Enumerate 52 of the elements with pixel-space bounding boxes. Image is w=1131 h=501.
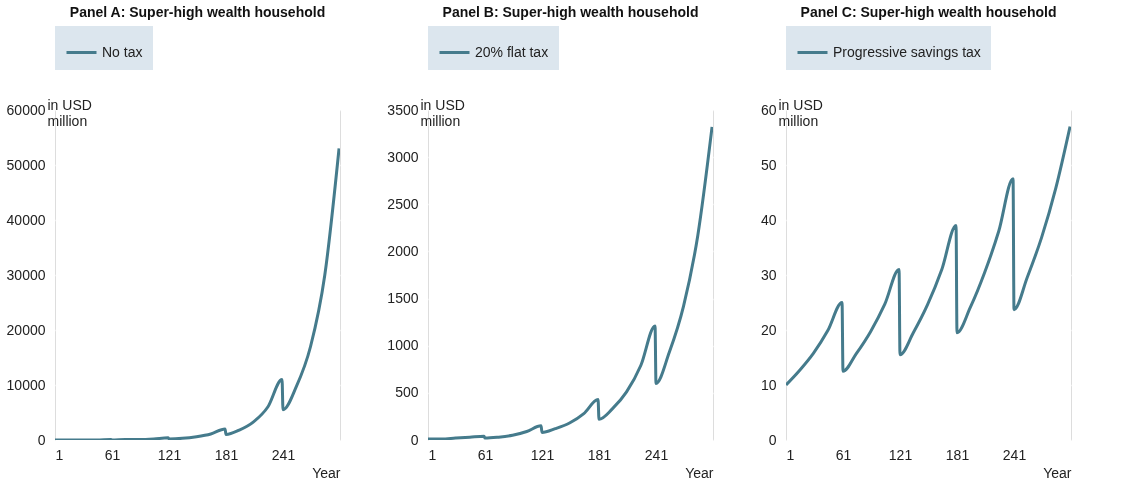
y-axis-title: in USD million <box>47 96 92 129</box>
x-axis-title: Year <box>685 464 714 481</box>
y-tick-label: 2500 <box>387 195 419 212</box>
y-tick-label: 20 <box>760 321 777 338</box>
y-tick-label: 20000 <box>6 321 46 338</box>
y-tick-label: 2000 <box>387 242 419 259</box>
x-axis-title: Year <box>1043 464 1072 481</box>
x-tick-label: 241 <box>271 446 296 463</box>
line-series <box>428 125 713 440</box>
chart-title: Panel C: Super-high wealth household <box>800 4 1057 20</box>
x-tick-label: 241 <box>1002 446 1027 463</box>
y-tick-label: 3000 <box>387 148 419 165</box>
y-axis-title: in USD million <box>420 96 465 129</box>
y-tick-label: 30000 <box>6 266 46 283</box>
y-tick-label: 40 <box>760 211 777 228</box>
x-tick-label: 1 <box>428 446 437 463</box>
x-tick-label: 121 <box>530 446 555 463</box>
y-tick-label: 30 <box>760 266 777 283</box>
legend-label: No tax <box>102 43 143 60</box>
x-tick-label: 181 <box>587 446 612 463</box>
y-tick-label: 1000 <box>387 337 419 354</box>
y-tick-label: 50 <box>760 156 777 173</box>
y-tick-label: 3500 <box>387 101 419 118</box>
x-tick-label: 1 <box>786 446 795 463</box>
y-tick-label: 10000 <box>6 376 46 393</box>
y-tick-label: 50000 <box>6 156 46 173</box>
x-tick-label: 121 <box>888 446 913 463</box>
chart-title: Panel B: Super-high wealth household <box>442 4 699 20</box>
y-tick-label: 0 <box>37 431 46 448</box>
x-tick-label: 61 <box>477 446 494 463</box>
x-tick-label: 181 <box>214 446 239 463</box>
y-tick-label: 60 <box>760 101 777 118</box>
chart-title: Panel A: Super-high wealth household <box>69 4 326 20</box>
line-series <box>786 125 1071 387</box>
y-tick-label: 1500 <box>387 290 419 307</box>
x-tick-label: 241 <box>644 446 669 463</box>
y-tick-label: 0 <box>768 431 777 448</box>
x-axis-title: Year <box>312 464 341 481</box>
y-tick-label: 500 <box>395 384 419 401</box>
x-tick-label: 181 <box>945 446 970 463</box>
y-axis-title: in USD million <box>778 96 823 129</box>
x-tick-label: 1 <box>55 446 64 463</box>
line-series <box>55 147 340 440</box>
legend-label: 20% flat tax <box>475 43 549 60</box>
y-tick-label: 60000 <box>6 101 46 118</box>
y-tick-label: 0 <box>410 431 419 448</box>
x-tick-label: 61 <box>835 446 852 463</box>
x-tick-label: 61 <box>104 446 121 463</box>
y-tick-label: 40000 <box>6 211 46 228</box>
legend-label: Progressive savings tax <box>833 43 981 60</box>
y-tick-label: 10 <box>760 376 777 393</box>
x-tick-label: 121 <box>157 446 182 463</box>
